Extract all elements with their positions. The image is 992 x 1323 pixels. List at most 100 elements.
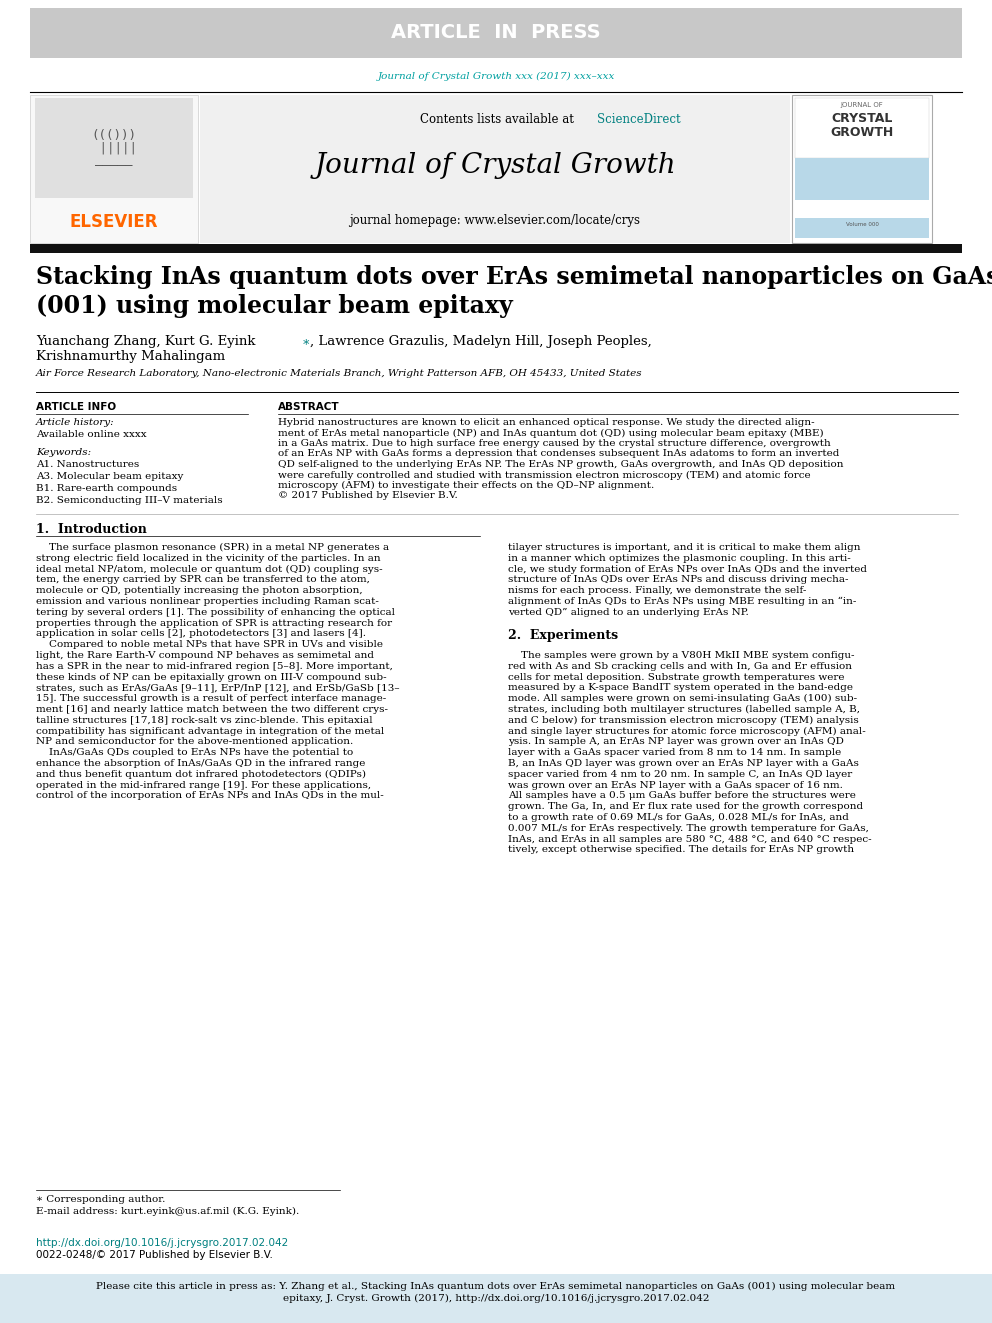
Bar (30, 243, 962, 253)
Text: microscopy (AFM) to investigate their effects on the QD–NP alignment.: microscopy (AFM) to investigate their ef… (278, 482, 655, 490)
Text: these kinds of NP can be epitaxially grown on III-V compound sub-: these kinds of NP can be epitaxially gro… (36, 672, 387, 681)
Text: measured by a K-space BandIT system operated in the band-edge: measured by a K-space BandIT system oper… (508, 684, 853, 692)
Text: Journal of Crystal Growth: Journal of Crystal Growth (314, 152, 676, 179)
Text: Volume 000: Volume 000 (845, 222, 879, 228)
Text: All samples have a 0.5 μm GaAs buffer before the structures were: All samples have a 0.5 μm GaAs buffer be… (508, 791, 856, 800)
Text: journal homepage: www.elsevier.com/locate/crys: journal homepage: www.elsevier.com/locat… (349, 214, 641, 228)
Text: Hybrid nanostructures are known to elicit an enhanced optical response. We study: Hybrid nanostructures are known to elici… (278, 418, 814, 427)
Text: were carefully controlled and studied with transmission electron microscopy (TEM: were carefully controlled and studied wi… (278, 471, 810, 480)
Text: emission and various nonlinear properties including Raman scat-: emission and various nonlinear propertie… (36, 597, 379, 606)
Text: Journal of Crystal Growth xxx (2017) xxx–xxx: Journal of Crystal Growth xxx (2017) xxx… (377, 71, 615, 81)
Text: cle, we study formation of ErAs NPs over InAs QDs and the inverted: cle, we study formation of ErAs NPs over… (508, 565, 867, 574)
Text: ideal metal NP/atom, molecule or quantum dot (QD) coupling sys-: ideal metal NP/atom, molecule or quantum… (36, 565, 383, 574)
Text: Available online xxxx: Available online xxxx (36, 430, 147, 439)
Bar (30, 8, 962, 58)
Text: Krishnamurthy Mahalingam: Krishnamurthy Mahalingam (36, 351, 225, 363)
Text: compatibility has significant advantage in integration of the metal: compatibility has significant advantage … (36, 726, 384, 736)
Text: has a SPR in the near to mid-infrared region [5–8]. More important,: has a SPR in the near to mid-infrared re… (36, 662, 393, 671)
Bar (792, 95, 932, 243)
Text: A1. Nanostructures
A3. Molecular beam epitaxy
B1. Rare-earth compounds
B2. Semic: A1. Nanostructures A3. Molecular beam ep… (36, 460, 222, 505)
Text: ELSEVIER: ELSEVIER (69, 213, 159, 232)
Text: 15]. The successful growth is a result of perfect interface manage-: 15]. The successful growth is a result o… (36, 695, 386, 704)
Text: Article history:: Article history: (36, 418, 115, 427)
Text: mode. All samples were grown on semi-insulating GaAs (100) sub-: mode. All samples were grown on semi-ins… (508, 695, 857, 704)
Text: talline structures [17,18] rock-salt vs zinc-blende. This epitaxial: talline structures [17,18] rock-salt vs … (36, 716, 373, 725)
Text: CRYSTAL
GROWTH: CRYSTAL GROWTH (830, 112, 894, 139)
Text: NP and semiconductor for the above-mentioned application.: NP and semiconductor for the above-menti… (36, 737, 353, 746)
Text: layer with a GaAs spacer varied from 8 nm to 14 nm. In sample: layer with a GaAs spacer varied from 8 n… (508, 749, 841, 757)
Bar (200, 95, 790, 243)
Text: ABSTRACT: ABSTRACT (278, 402, 339, 411)
Text: The surface plasmon resonance (SPR) in a metal NP generates a: The surface plasmon resonance (SPR) in a… (36, 542, 389, 552)
Text: was grown over an ErAs NP layer with a GaAs spacer of 16 nm.: was grown over an ErAs NP layer with a G… (508, 781, 843, 790)
Text: ysis. In sample A, an ErAs NP layer was grown over an InAs QD: ysis. In sample A, an ErAs NP layer was … (508, 737, 844, 746)
Bar (795, 98, 929, 157)
Text: 0.007 ML/s for ErAs respectively. The growth temperature for GaAs,: 0.007 ML/s for ErAs respectively. The gr… (508, 824, 869, 832)
Text: Compared to noble metal NPs that have SPR in UVs and visible: Compared to noble metal NPs that have SP… (36, 640, 383, 650)
Text: tilayer structures is important, and it is critical to make them align: tilayer structures is important, and it … (508, 542, 860, 552)
Text: The samples were grown by a V80H MkII MBE system configu-: The samples were grown by a V80H MkII MB… (508, 651, 854, 660)
Text: QD self-aligned to the underlying ErAs NP. The ErAs NP growth, GaAs overgrowth, : QD self-aligned to the underlying ErAs N… (278, 460, 843, 468)
Text: cells for metal deposition. Substrate growth temperatures were: cells for metal deposition. Substrate gr… (508, 672, 844, 681)
Bar (0, 1274, 992, 1323)
Bar (795, 218, 929, 238)
Bar (35, 98, 193, 198)
Text: to a growth rate of 0.69 ML/s for GaAs, 0.028 ML/s for InAs, and: to a growth rate of 0.69 ML/s for GaAs, … (508, 814, 849, 822)
Bar (795, 157, 929, 200)
Text: 2.  Experiments: 2. Experiments (508, 630, 618, 643)
Text: ment [16] and nearly lattice match between the two different crys-: ment [16] and nearly lattice match betwe… (36, 705, 388, 714)
Text: Air Force Research Laboratory, Nano-electronic Materials Branch, Wright Patterso: Air Force Research Laboratory, Nano-elec… (36, 369, 643, 378)
Text: ARTICLE INFO: ARTICLE INFO (36, 402, 116, 411)
Text: ∗ Corresponding author.: ∗ Corresponding author. (36, 1195, 166, 1204)
Text: InAs, and ErAs in all samples are 580 °C, 488 °C, and 640 °C respec-: InAs, and ErAs in all samples are 580 °C… (508, 835, 872, 844)
Text: verted QD” aligned to an underlying ErAs NP.: verted QD” aligned to an underlying ErAs… (508, 607, 749, 617)
Text: strates, such as ErAs/GaAs [9–11], ErP/InP [12], and ErSb/GaSb [13–: strates, such as ErAs/GaAs [9–11], ErP/I… (36, 684, 400, 692)
Text: Yuanchang Zhang, Kurt G. Eyink: Yuanchang Zhang, Kurt G. Eyink (36, 335, 256, 348)
Text: enhance the absorption of InAs/GaAs QD in the infrared range: enhance the absorption of InAs/GaAs QD i… (36, 759, 365, 767)
Text: strong electric field localized in the vicinity of the particles. In an: strong electric field localized in the v… (36, 554, 381, 562)
Text: light, the Rare Earth-V compound NP behaves as semimetal and: light, the Rare Earth-V compound NP beha… (36, 651, 374, 660)
Text: spacer varied from 4 nm to 20 nm. In sample C, an InAs QD layer: spacer varied from 4 nm to 20 nm. In sam… (508, 770, 852, 779)
Text: , Lawrence Grazulis, Madelyn Hill, Joseph Peoples,: , Lawrence Grazulis, Madelyn Hill, Josep… (310, 335, 652, 348)
Text: tem, the energy carried by SPR can be transferred to the atom,: tem, the energy carried by SPR can be tr… (36, 576, 370, 585)
Text: and C below) for transmission electron microscopy (TEM) analysis: and C below) for transmission electron m… (508, 716, 859, 725)
Text: Contents lists available at: Contents lists available at (420, 112, 577, 126)
Text: and single layer structures for atomic force microscopy (AFM) anal-: and single layer structures for atomic f… (508, 726, 866, 736)
Text: alignment of InAs QDs to ErAs NPs using MBE resulting in an “in-: alignment of InAs QDs to ErAs NPs using … (508, 597, 856, 606)
Text: ((()))
 |||||
_____: ((())) ||||| _____ (91, 130, 137, 167)
Text: Keywords:: Keywords: (36, 448, 91, 456)
Text: operated in the mid-infrared range [19]. For these applications,: operated in the mid-infrared range [19].… (36, 781, 371, 790)
Text: tively, except otherwise specified. The details for ErAs NP growth: tively, except otherwise specified. The … (508, 845, 854, 855)
Text: structure of InAs QDs over ErAs NPs and discuss driving mecha-: structure of InAs QDs over ErAs NPs and … (508, 576, 848, 585)
Text: Stacking InAs quantum dots over ErAs semimetal nanoparticles on GaAs
(001) using: Stacking InAs quantum dots over ErAs sem… (36, 265, 992, 318)
Text: strates, including both multilayer structures (labelled sample A, B,: strates, including both multilayer struc… (508, 705, 860, 714)
Text: Please cite this article in press as: Y. Zhang et al., Stacking InAs quantum dot: Please cite this article in press as: Y.… (96, 1282, 896, 1291)
Text: JOURNAL OF: JOURNAL OF (840, 102, 883, 108)
Text: tering by several orders [1]. The possibility of enhancing the optical: tering by several orders [1]. The possib… (36, 607, 395, 617)
Text: B, an InAs QD layer was grown over an ErAs NP layer with a GaAs: B, an InAs QD layer was grown over an Er… (508, 759, 859, 767)
Text: ment of ErAs metal nanoparticle (NP) and InAs quantum dot (QD) using molecular b: ment of ErAs metal nanoparticle (NP) and… (278, 429, 823, 438)
Text: 0022-0248/© 2017 Published by Elsevier B.V.: 0022-0248/© 2017 Published by Elsevier B… (36, 1250, 273, 1259)
Text: nisms for each process. Finally, we demonstrate the self-: nisms for each process. Finally, we demo… (508, 586, 806, 595)
Text: and thus benefit quantum dot infrared photodetectors (QDIPs): and thus benefit quantum dot infrared ph… (36, 770, 366, 779)
Text: in a manner which optimizes the plasmonic coupling. In this arti-: in a manner which optimizes the plasmoni… (508, 554, 851, 562)
Text: red with As and Sb cracking cells and with In, Ga and Er effusion: red with As and Sb cracking cells and wi… (508, 662, 852, 671)
Text: of an ErAs NP with GaAs forms a depression that condenses subsequent InAs adatom: of an ErAs NP with GaAs forms a depressi… (278, 450, 839, 459)
Bar (795, 200, 929, 218)
Text: in a GaAs matrix. Due to high surface free energy caused by the crystal structur: in a GaAs matrix. Due to high surface fr… (278, 439, 830, 448)
Text: © 2017 Published by Elsevier B.V.: © 2017 Published by Elsevier B.V. (278, 492, 457, 500)
Text: ∗: ∗ (302, 335, 310, 348)
Text: application in solar cells [2], photodetectors [3] and lasers [4].: application in solar cells [2], photodet… (36, 630, 366, 639)
Text: ARTICLE  IN  PRESS: ARTICLE IN PRESS (391, 24, 601, 42)
Text: 1.  Introduction: 1. Introduction (36, 523, 147, 536)
Text: E-mail address: kurt.eyink@us.af.mil (K.G. Eyink).: E-mail address: kurt.eyink@us.af.mil (K.… (36, 1207, 300, 1216)
Text: properties through the application of SPR is attracting research for: properties through the application of SP… (36, 619, 392, 627)
Text: control of the incorporation of ErAs NPs and InAs QDs in the mul-: control of the incorporation of ErAs NPs… (36, 791, 384, 800)
Bar (30, 95, 198, 243)
Text: InAs/GaAs QDs coupled to ErAs NPs have the potential to: InAs/GaAs QDs coupled to ErAs NPs have t… (36, 749, 353, 757)
Text: grown. The Ga, In, and Er flux rate used for the growth correspond: grown. The Ga, In, and Er flux rate used… (508, 802, 863, 811)
Text: molecule or QD, potentially increasing the photon absorption,: molecule or QD, potentially increasing t… (36, 586, 363, 595)
Text: epitaxy, J. Cryst. Growth (2017), http://dx.doi.org/10.1016/j.jcrysgro.2017.02.0: epitaxy, J. Cryst. Growth (2017), http:/… (283, 1294, 709, 1303)
Text: ScienceDirect: ScienceDirect (597, 112, 681, 126)
Text: http://dx.doi.org/10.1016/j.jcrysgro.2017.02.042: http://dx.doi.org/10.1016/j.jcrysgro.201… (36, 1238, 289, 1248)
